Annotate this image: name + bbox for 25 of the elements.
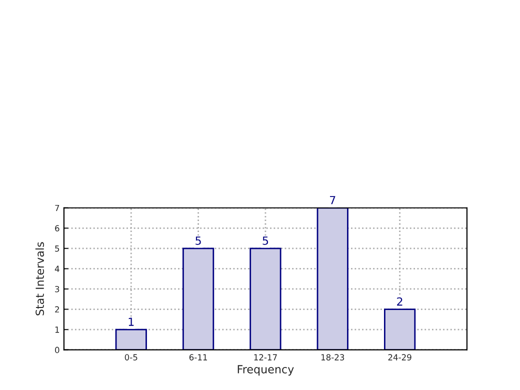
x-tick-label: 6-11	[189, 354, 207, 360]
y-tick-label: 0	[55, 346, 60, 354]
x-tick-label: 12-17	[254, 354, 277, 360]
bar	[115, 328, 147, 350]
y-tick-label: 6	[55, 225, 60, 232]
data-label: 7	[330, 196, 336, 204]
bar	[250, 248, 282, 350]
bar	[182, 248, 214, 350]
y-tick-label: 5	[55, 246, 60, 252]
data-label: 5	[196, 236, 201, 245]
y-tick-label: 4	[54, 266, 60, 272]
data-label: 5	[262, 236, 268, 245]
data-label: 2	[397, 297, 402, 306]
bar	[316, 208, 348, 350]
data-label: 1	[128, 318, 134, 326]
bar	[384, 308, 416, 350]
y-tick-label: 1	[55, 326, 60, 333]
x-tick-label: 18-23	[321, 354, 344, 360]
x-tick-label: 24-29	[388, 354, 412, 360]
x-axis-title: Frequency	[238, 365, 294, 376]
y-axis-title: Stat Intervals	[35, 242, 44, 316]
x-tick-label: 0-5	[124, 354, 138, 360]
y-tick-label: 7	[55, 204, 60, 212]
y-tick-label: 3	[55, 286, 60, 292]
y-tick-label: 2	[55, 306, 59, 312]
